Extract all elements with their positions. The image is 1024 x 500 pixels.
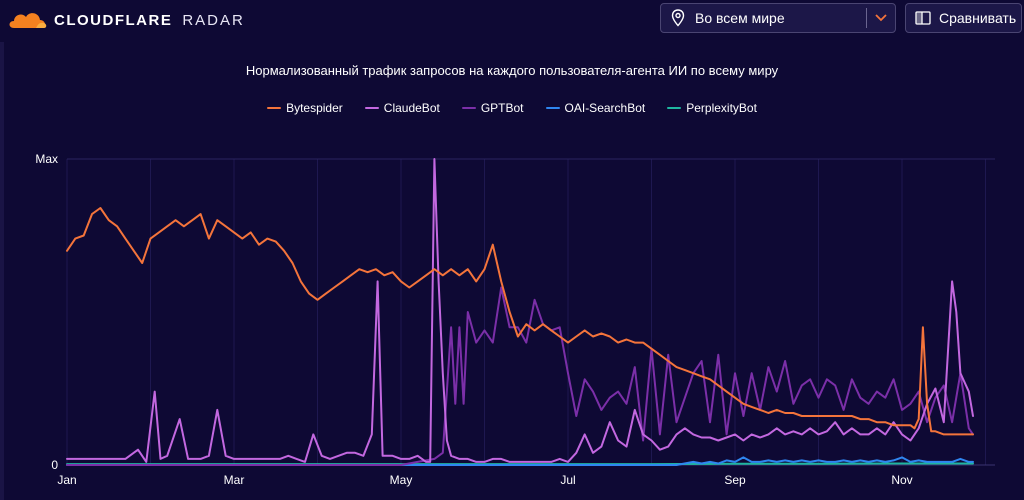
chart-legend: Bytespider ClaudeBot GPTBot OAI-SearchBo… — [0, 101, 1024, 115]
legend-label: OAI-SearchBot — [564, 101, 646, 115]
legend-swatch — [667, 107, 682, 109]
series-line-claudebot — [66, 158, 974, 463]
y-tick-label: Max — [35, 152, 58, 166]
x-tick-label: Jan — [57, 473, 76, 487]
legend-item-oai-searchbot[interactable]: OAI-SearchBot — [545, 101, 646, 115]
brand-name: CLOUDFLARE — [54, 11, 173, 29]
split-panel-icon — [915, 11, 931, 25]
app-header: CLOUDFLARE RADAR Во всем мире Сравнивать — [0, 0, 1024, 42]
legend-label: GPTBot — [480, 101, 524, 115]
region-selector[interactable]: Во всем мире — [660, 3, 896, 33]
legend-item-perplexitybot[interactable]: PerplexityBot — [667, 101, 757, 115]
compare-label: Сравнивать — [939, 10, 1017, 26]
series-line-oai-searchbot — [66, 456, 974, 466]
legend-label: Bytespider — [286, 101, 343, 115]
cloudflare-cloud-icon — [9, 13, 47, 28]
legend-item-gptbot[interactable]: GPTBot — [461, 101, 524, 115]
legend-label: ClaudeBot — [383, 101, 440, 115]
map-pin-icon — [671, 9, 685, 27]
legend-swatch — [364, 107, 379, 109]
brand[interactable]: CLOUDFLARE RADAR — [6, 8, 245, 32]
legend-swatch — [461, 107, 476, 109]
region-label: Во всем мире — [695, 10, 785, 26]
series-line-bytespider — [66, 207, 974, 436]
legend-swatch — [545, 107, 560, 109]
product-name: RADAR — [182, 11, 245, 29]
line-chart: 0 Max Jan Mar May Jul Sep Nov — [35, 152, 995, 487]
x-tick-label: Sep — [724, 473, 746, 487]
legend-swatch — [267, 107, 282, 109]
divider — [866, 8, 867, 28]
legend-item-claudebot[interactable]: ClaudeBot — [364, 101, 440, 115]
series-line-gptbot — [66, 286, 974, 466]
y-tick-label: 0 — [51, 458, 58, 472]
chevron-down-icon — [875, 14, 887, 22]
x-tick-label: Jul — [560, 473, 575, 487]
chart-title: Нормализованный трафик запросов на каждо… — [245, 63, 779, 78]
x-tick-label: Nov — [891, 473, 912, 487]
x-tick-label: Mar — [224, 473, 245, 487]
legend-item-bytespider[interactable]: Bytespider — [267, 101, 343, 115]
compare-button[interactable]: Сравнивать — [905, 3, 1022, 33]
x-tick-label: May — [390, 473, 413, 487]
sidebar-edge — [0, 42, 4, 500]
region-dropdown-toggle[interactable] — [867, 4, 895, 32]
legend-label: PerplexityBot — [686, 101, 757, 115]
